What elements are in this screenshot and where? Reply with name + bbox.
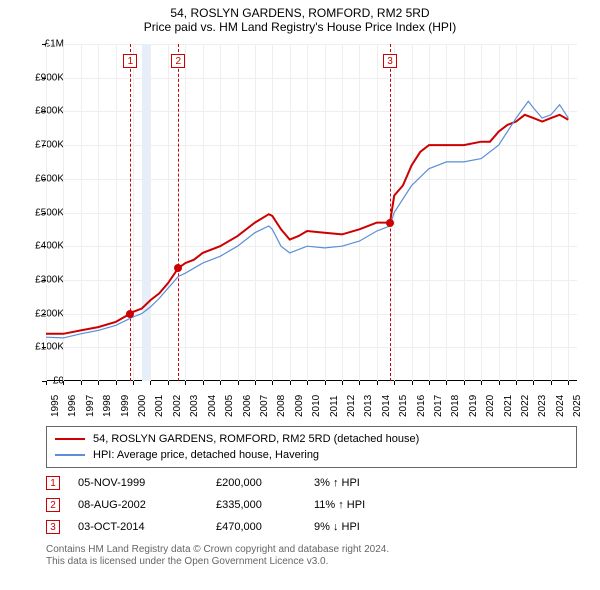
event-price: £470,000 xyxy=(216,521,296,533)
event-row: 3 03-OCT-2014 £470,000 9% ↓ HPI xyxy=(46,516,577,538)
footer-line: Contains HM Land Registry data © Crown c… xyxy=(46,544,577,556)
x-axis-label: 2012 xyxy=(346,395,357,417)
x-axis-label: 2020 xyxy=(485,395,496,417)
x-axis-label: 2005 xyxy=(224,395,235,417)
x-axis-label: 2010 xyxy=(311,395,322,417)
x-axis-label: 2016 xyxy=(416,395,427,417)
legend-label: 54, ROSLYN GARDENS, ROMFORD, RM2 5RD (de… xyxy=(93,433,419,445)
event-delta: 9% ↓ HPI xyxy=(314,521,414,533)
x-axis-label: 2023 xyxy=(537,395,548,417)
events-table: 1 05-NOV-1999 £200,000 3% ↑ HPI2 08-AUG-… xyxy=(46,472,577,538)
event-delta: 3% ↑ HPI xyxy=(314,477,414,489)
x-axis-label: 2024 xyxy=(555,395,566,417)
x-axis-label: 2002 xyxy=(172,395,183,417)
x-axis-label: 2025 xyxy=(572,395,583,417)
x-axis-label: 1995 xyxy=(50,395,61,417)
x-axis-label: 1998 xyxy=(102,395,113,417)
legend-row: 54, ROSLYN GARDENS, ROMFORD, RM2 5RD (de… xyxy=(55,431,568,447)
legend: 54, ROSLYN GARDENS, ROMFORD, RM2 5RD (de… xyxy=(46,426,577,468)
sale-marker-dot xyxy=(174,264,182,272)
legend-swatch xyxy=(55,438,85,440)
x-axis-label: 2004 xyxy=(207,395,218,417)
event-date: 08-AUG-2002 xyxy=(78,499,198,511)
legend-label: HPI: Average price, detached house, Have… xyxy=(93,449,319,461)
legend-row: HPI: Average price, detached house, Have… xyxy=(55,447,568,463)
x-axis-label: 2021 xyxy=(503,395,514,417)
event-num-box: 2 xyxy=(46,498,60,512)
x-axis-label: 2006 xyxy=(242,395,253,417)
x-axis-label: 2017 xyxy=(433,395,444,417)
x-axis-label: 2000 xyxy=(137,395,148,417)
event-price: £200,000 xyxy=(216,477,296,489)
event-date: 03-OCT-2014 xyxy=(78,521,198,533)
chart-subtitle: Price paid vs. HM Land Registry's House … xyxy=(0,20,600,34)
x-axis-label: 2022 xyxy=(520,395,531,417)
event-row: 2 08-AUG-2002 £335,000 11% ↑ HPI xyxy=(46,494,577,516)
x-axis-label: 2003 xyxy=(189,395,200,417)
x-axis-label: 2011 xyxy=(329,395,340,417)
x-axis-label: 1999 xyxy=(120,395,131,417)
x-axis-label: 2019 xyxy=(468,395,479,417)
sale-marker-box: 2 xyxy=(171,54,185,68)
x-axis-label: 2013 xyxy=(363,395,374,417)
event-row: 1 05-NOV-1999 £200,000 3% ↑ HPI xyxy=(46,472,577,494)
x-axis-label: 2015 xyxy=(398,395,409,417)
sale-marker-box: 3 xyxy=(383,54,397,68)
x-axis-label: 2001 xyxy=(154,395,165,417)
x-axis-label: 2009 xyxy=(294,395,305,417)
legend-swatch xyxy=(55,454,85,456)
sale-marker-dot xyxy=(126,310,134,318)
event-date: 05-NOV-1999 xyxy=(78,477,198,489)
chart-footer: Contains HM Land Registry data © Crown c… xyxy=(46,544,577,568)
x-axis-label: 2018 xyxy=(450,395,461,417)
x-axis-label: 1996 xyxy=(67,395,78,417)
event-num-box: 3 xyxy=(46,520,60,534)
x-axis-label: 2014 xyxy=(381,395,392,417)
chart-lines xyxy=(46,44,577,381)
sale-marker-dot xyxy=(386,219,394,227)
sale-marker-box: 1 xyxy=(123,54,137,68)
event-delta: 11% ↑ HPI xyxy=(314,499,414,511)
x-axis-label: 2007 xyxy=(259,395,270,417)
footer-line: This data is licensed under the Open Gov… xyxy=(46,556,577,568)
event-price: £335,000 xyxy=(216,499,296,511)
event-num-box: 1 xyxy=(46,476,60,490)
x-axis-label: 2008 xyxy=(276,395,287,417)
x-axis-label: 1997 xyxy=(85,395,96,417)
chart-title: 54, ROSLYN GARDENS, ROMFORD, RM2 5RD xyxy=(0,6,600,20)
